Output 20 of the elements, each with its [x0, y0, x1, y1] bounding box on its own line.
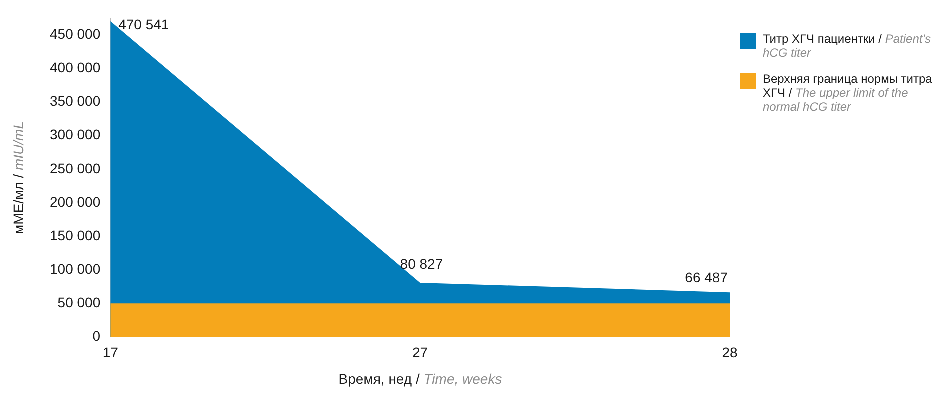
y-tick-label: 50 000	[58, 294, 101, 310]
y-tick-label: 150 000	[50, 227, 101, 244]
data-label: 80 827	[400, 256, 444, 272]
x-tick-label: 27	[412, 344, 428, 360]
data-label: 470 541	[118, 16, 170, 32]
y-tick-label: 350 000	[50, 93, 101, 110]
y-tick-label: 300 000	[50, 126, 101, 143]
y-tick-label: 250 000	[50, 160, 101, 176]
x-tick-label: 17	[102, 344, 119, 360]
y-tick-label: 0	[92, 328, 101, 344]
y-tick-label: 400 000	[50, 60, 101, 76]
legend-label: Верхняя граница нормы титра ХГЧ / The upper limit of the normal hCG titer	[763, 72, 934, 114]
y-tick-label: 100 000	[50, 260, 101, 277]
y-tick-label: 450 000	[50, 26, 101, 42]
y-tick-label: 200 000	[50, 194, 101, 210]
y-axis-title: мМЕ/мл / mIU/mL	[10, 121, 26, 234]
x-tick-label: 28	[722, 344, 738, 360]
text: Титр ХГЧ пациентки / Patient's hCG titer	[763, 32, 931, 60]
x-axis-title: Время, нед / Time, weeks	[338, 371, 502, 388]
data-label: 66 487	[685, 270, 728, 286]
